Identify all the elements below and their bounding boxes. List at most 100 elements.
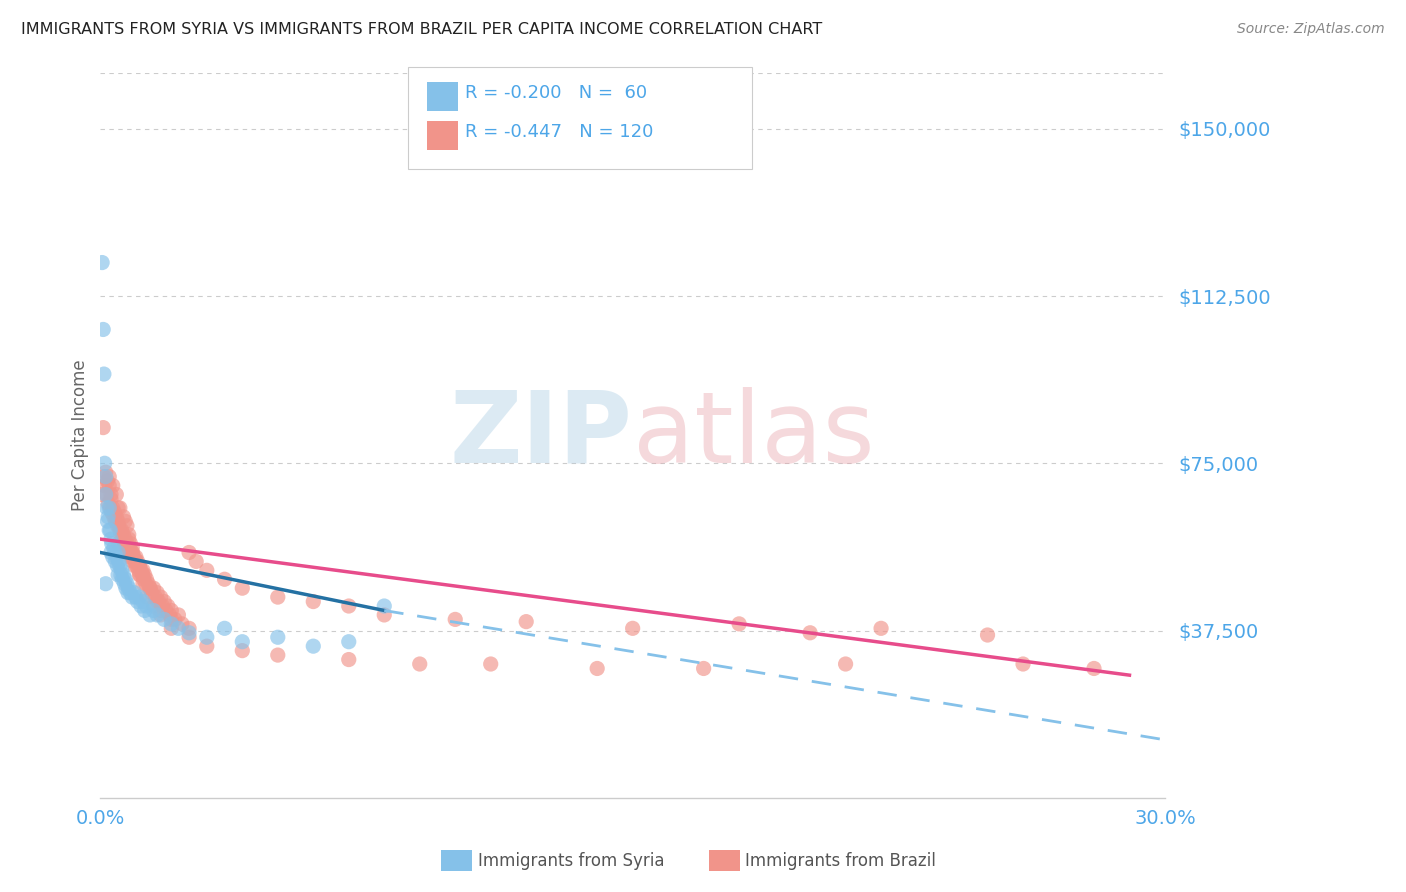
Point	[114, 514, 136, 528]
Point	[110, 527, 132, 541]
Point	[231, 643, 253, 657]
Point	[94, 576, 117, 591]
Point	[125, 554, 148, 568]
Point	[132, 567, 155, 582]
Point	[94, 465, 117, 479]
Point	[115, 581, 138, 595]
Point	[163, 612, 186, 626]
Point	[124, 558, 146, 573]
Point	[153, 612, 176, 626]
Point	[107, 518, 129, 533]
Point	[98, 500, 121, 515]
Point	[114, 572, 136, 586]
Point	[153, 594, 176, 608]
Point	[128, 558, 150, 573]
Point	[128, 558, 150, 573]
Point	[373, 607, 395, 622]
Point	[111, 523, 134, 537]
Point	[160, 616, 183, 631]
Point	[142, 599, 165, 613]
Point	[148, 594, 170, 608]
Point	[170, 616, 193, 631]
Point	[96, 474, 118, 488]
Point	[118, 581, 141, 595]
Point	[135, 576, 157, 591]
Point	[195, 630, 218, 644]
Point	[122, 554, 145, 568]
Point	[120, 585, 142, 599]
Point	[107, 545, 129, 559]
Point	[515, 615, 537, 629]
Point	[177, 625, 200, 640]
Text: R = -0.447   N = 120: R = -0.447 N = 120	[465, 123, 654, 141]
Point	[586, 661, 609, 675]
Point	[103, 541, 125, 555]
Point	[100, 545, 122, 559]
Point	[115, 518, 138, 533]
Point	[125, 554, 148, 568]
Point	[120, 545, 142, 559]
Point	[976, 628, 998, 642]
Point	[107, 500, 129, 515]
Point	[97, 496, 120, 510]
Point	[100, 505, 122, 519]
Point	[110, 567, 132, 582]
Point	[373, 599, 395, 613]
Point	[111, 532, 134, 546]
Point	[128, 563, 150, 577]
Point	[131, 567, 153, 582]
Point	[122, 585, 145, 599]
Text: IMMIGRANTS FROM SYRIA VS IMMIGRANTS FROM BRAZIL PER CAPITA INCOME CORRELATION CH: IMMIGRANTS FROM SYRIA VS IMMIGRANTS FROM…	[21, 22, 823, 37]
Point	[98, 478, 121, 492]
Point	[135, 590, 157, 604]
Point	[214, 572, 236, 586]
Point	[108, 523, 131, 537]
Point	[101, 500, 124, 515]
Point	[834, 657, 856, 671]
Point	[103, 545, 125, 559]
Point	[107, 567, 129, 582]
Point	[117, 545, 139, 559]
Point	[127, 554, 149, 568]
Point	[127, 594, 149, 608]
Point	[105, 509, 128, 524]
Point	[149, 603, 172, 617]
Point	[100, 532, 122, 546]
Point	[167, 607, 190, 622]
Point	[692, 661, 714, 675]
Point	[98, 523, 121, 537]
Point	[444, 612, 467, 626]
Point	[120, 536, 142, 550]
Point	[97, 509, 120, 524]
Point	[231, 581, 253, 595]
Point	[177, 630, 200, 644]
Point	[134, 603, 156, 617]
Point	[108, 558, 131, 573]
Point	[160, 621, 183, 635]
Point	[1083, 661, 1105, 675]
Point	[139, 607, 162, 622]
Point	[136, 576, 159, 591]
Point	[107, 536, 129, 550]
Point	[104, 514, 127, 528]
Point	[100, 487, 122, 501]
Point	[159, 607, 181, 622]
Point	[267, 648, 290, 662]
Point	[129, 599, 152, 613]
Point	[167, 621, 190, 635]
Point	[112, 527, 135, 541]
Point	[121, 549, 143, 564]
Point	[125, 549, 148, 564]
Text: Immigrants from Syria: Immigrants from Syria	[478, 852, 665, 870]
Point	[103, 505, 125, 519]
Point	[121, 590, 143, 604]
Point	[105, 518, 128, 533]
Point	[98, 500, 121, 515]
Point	[115, 536, 138, 550]
Text: ZIP: ZIP	[450, 387, 633, 483]
Point	[114, 536, 136, 550]
Point	[479, 657, 502, 671]
Point	[337, 634, 360, 648]
Point	[135, 599, 157, 613]
Point	[111, 563, 134, 577]
